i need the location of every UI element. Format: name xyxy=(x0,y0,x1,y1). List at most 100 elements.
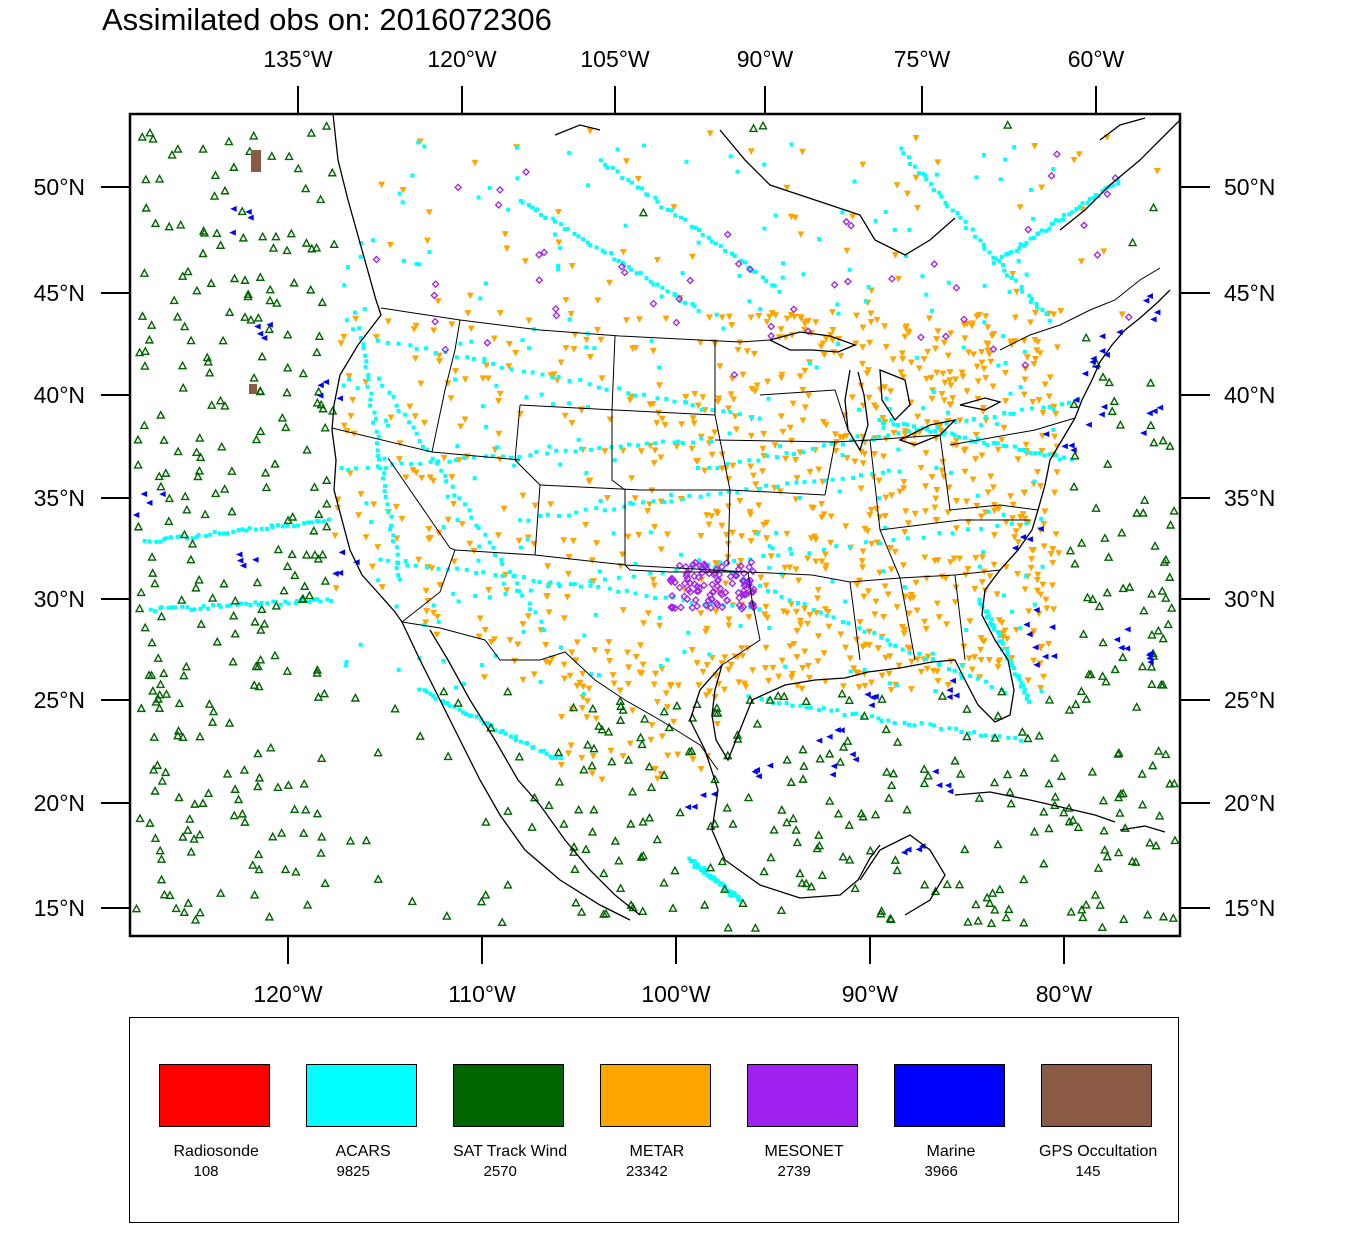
metar-marker xyxy=(865,628,873,636)
acars-marker xyxy=(629,267,634,272)
metar-marker xyxy=(830,349,838,356)
mexico-west-coast xyxy=(539,804,641,916)
acars-marker xyxy=(706,492,711,497)
sat-wind-marker xyxy=(243,289,253,299)
acars-marker xyxy=(457,496,462,501)
acars-marker xyxy=(659,205,664,210)
sat-wind-marker xyxy=(177,360,188,370)
sat-wind-marker xyxy=(623,755,634,764)
metar-marker xyxy=(762,603,770,611)
metar-marker xyxy=(805,392,813,400)
acars-marker xyxy=(775,484,780,489)
acars-marker xyxy=(194,535,199,540)
metar-marker xyxy=(725,666,733,674)
metar-marker xyxy=(911,510,919,518)
acars-marker xyxy=(742,260,747,265)
mesonet-marker xyxy=(441,345,450,354)
marine-marker xyxy=(830,763,838,770)
acars-marker xyxy=(870,714,875,719)
marine-marker xyxy=(1085,421,1092,428)
sat-wind-marker xyxy=(589,804,599,814)
acars-marker xyxy=(758,583,763,588)
acars-marker xyxy=(658,663,663,668)
acars-marker xyxy=(373,416,378,421)
sat-wind-marker xyxy=(544,800,554,810)
sat-wind-marker xyxy=(1066,906,1076,916)
acars-marker xyxy=(542,748,547,753)
acars-marker xyxy=(372,410,377,415)
right-lat-label: 30°N xyxy=(1224,586,1275,612)
sat-wind-marker xyxy=(806,881,817,891)
sat-wind-marker xyxy=(147,637,157,647)
metar-marker xyxy=(1012,528,1020,535)
acars-marker xyxy=(382,456,387,461)
metar-marker xyxy=(664,752,672,759)
acars-marker xyxy=(344,318,349,323)
sat-wind-marker xyxy=(289,277,299,287)
acars-marker xyxy=(517,454,522,459)
acars-marker xyxy=(981,152,986,157)
acars-marker xyxy=(380,476,385,481)
acars-marker xyxy=(351,327,356,332)
metar-marker xyxy=(820,650,828,657)
acars-marker xyxy=(1002,410,1007,415)
sat-wind-marker xyxy=(1002,769,1013,779)
acars-marker xyxy=(567,401,572,406)
metar-marker xyxy=(853,636,861,644)
metar-marker xyxy=(598,776,606,784)
metar-marker xyxy=(355,512,363,519)
acars-marker xyxy=(453,377,458,382)
metar-marker xyxy=(708,513,716,520)
marine-marker xyxy=(1103,351,1110,358)
sat-wind-marker xyxy=(249,680,259,689)
sat-wind-marker xyxy=(1137,661,1148,671)
mesonet-marker xyxy=(688,603,697,612)
acars-marker xyxy=(525,536,530,541)
sat-wind-marker xyxy=(814,840,825,850)
acars-marker xyxy=(916,170,921,175)
sat-wind-marker xyxy=(919,764,929,773)
acars-marker xyxy=(322,519,327,524)
sat-wind-marker xyxy=(350,693,361,702)
sat-wind-marker xyxy=(149,732,159,741)
acars-marker xyxy=(203,534,208,539)
sat-wind-marker xyxy=(373,747,383,757)
metar-marker xyxy=(702,628,710,636)
sat-wind-marker xyxy=(1095,900,1105,909)
mesonet-marker xyxy=(749,587,758,596)
sat-wind-marker xyxy=(302,444,312,454)
metar-marker xyxy=(1039,581,1047,589)
mesonet-marker xyxy=(431,317,440,326)
acars-marker xyxy=(612,458,617,463)
acars-marker xyxy=(689,224,694,229)
sat-wind-marker xyxy=(206,278,216,287)
sat-wind-marker xyxy=(183,266,193,276)
sat-wind-marker xyxy=(1100,533,1110,542)
metar-marker xyxy=(735,679,743,686)
mesonet-marker xyxy=(723,596,732,605)
sat-wind-marker xyxy=(738,898,748,908)
metar-marker xyxy=(777,374,785,382)
metar-marker xyxy=(646,401,654,408)
sat-wind-marker xyxy=(838,851,848,861)
mesonet-marker xyxy=(695,583,704,592)
acars-marker xyxy=(431,603,436,608)
metar-marker xyxy=(873,316,881,324)
marine-marker xyxy=(766,762,774,769)
acars-marker xyxy=(930,651,935,656)
acars-marker xyxy=(840,476,845,481)
sat-wind-marker xyxy=(1078,912,1088,922)
metar-marker xyxy=(458,521,466,528)
sat-wind-marker xyxy=(179,907,189,916)
sat-wind-marker xyxy=(154,173,165,183)
metar-marker xyxy=(406,403,414,411)
acars-marker xyxy=(1059,402,1064,407)
sat-wind-marker xyxy=(1039,858,1049,868)
metar-marker xyxy=(913,204,921,212)
metar-marker xyxy=(928,474,936,481)
metar-marker xyxy=(1009,515,1017,522)
sat-wind-marker xyxy=(1019,874,1029,884)
metar-marker xyxy=(1027,564,1035,572)
acars-marker xyxy=(1057,218,1062,223)
metar-marker xyxy=(592,715,600,723)
